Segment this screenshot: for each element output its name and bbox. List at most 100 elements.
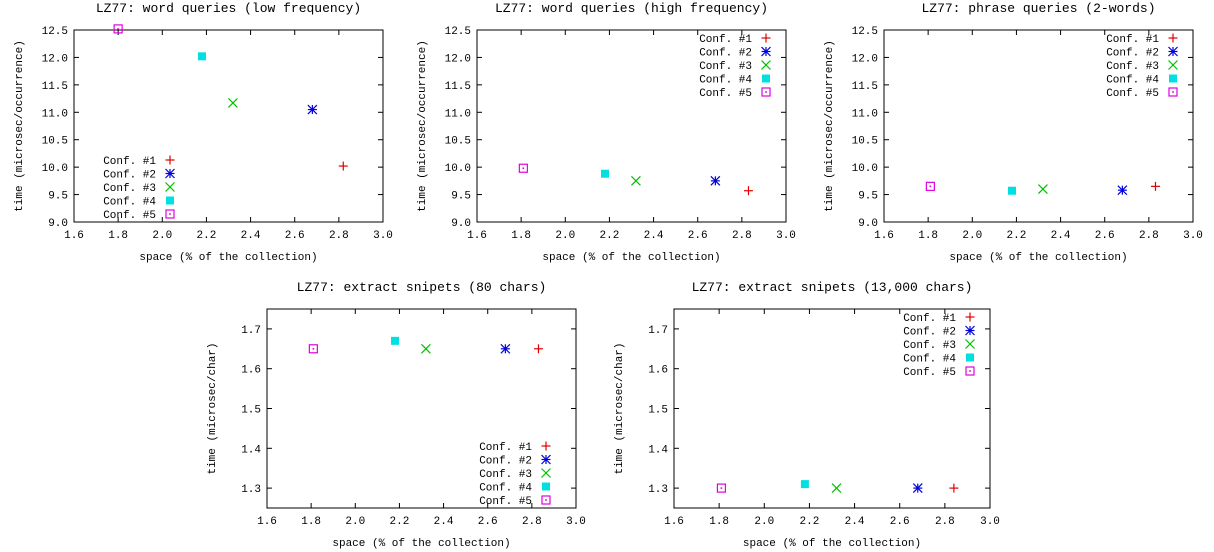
y-tick-label: 11.5 — [42, 81, 68, 93]
y-tick-label: 1.7 — [648, 325, 668, 337]
y-tick-label: 9.0 — [858, 218, 878, 230]
data-points — [716, 480, 959, 494]
x-tick-label: 2.4 — [845, 516, 865, 528]
x-tick-label: 2.0 — [962, 230, 982, 242]
x-tick-label: 2.0 — [345, 516, 365, 528]
y-tick-label: 11.5 — [852, 81, 878, 93]
legend-label: Conf. #3 — [903, 340, 956, 352]
data-point-conf-4 — [1008, 186, 1017, 195]
y-tick-label: 9.5 — [858, 191, 878, 203]
x-tick-label: 3.0 — [373, 230, 393, 242]
legend-label: Conf. #3 — [479, 469, 532, 481]
y-axis-label: time (microsec/occurrence) — [417, 40, 429, 212]
x-axis-label: space (% of the collection) — [332, 538, 510, 550]
y-tick-label: 9.0 — [451, 218, 471, 230]
plot-frame — [673, 308, 991, 509]
chart-svg: LZ77: extract snipets (13,000 chars) 1.6 1… — [614, 280, 1000, 550]
legend-marker-conf-4 — [1169, 74, 1177, 83]
x-axis-label: space (% of the collection) — [743, 538, 921, 550]
y-tick-label: 10.5 — [852, 136, 878, 148]
legend-marker-conf-1 — [965, 312, 975, 322]
data-point-conf-5 — [308, 344, 318, 354]
legend-marker-conf-3 — [165, 182, 175, 192]
y-tick-label: 11.5 — [445, 81, 471, 93]
legend-label: Conf. #3 — [1106, 61, 1159, 73]
x-tick-label: 1.6 — [467, 230, 487, 242]
x-tick-label: 2.4 — [434, 516, 454, 528]
data-point-conf-2 — [912, 483, 923, 494]
legend-marker-conf-5 — [761, 87, 771, 97]
y-tick-label: 10.0 — [42, 163, 68, 175]
y-tick-label: 11.0 — [852, 108, 878, 120]
x-tick-label: 2.4 — [644, 230, 664, 242]
data-point-conf-1 — [338, 161, 348, 171]
y-tick-label: 1.6 — [241, 365, 261, 377]
legend-marker-conf-3 — [761, 60, 771, 70]
chart-title: LZ77: word queries (high frequency) — [495, 1, 768, 16]
legend-marker-conf-3 — [965, 339, 975, 349]
legend-marker-conf-4 — [166, 196, 174, 205]
x-tick-label: 2.6 — [478, 516, 498, 528]
x-tick-label: 1.8 — [918, 230, 938, 242]
data-point-conf-5 — [113, 24, 123, 34]
y-tick-label: 10.0 — [852, 163, 878, 175]
chart-panel-4: LZ77: extract snipets (80 chars) 1.6 1.8 2.… — [207, 280, 586, 550]
x-tick-label: 1.6 — [64, 230, 84, 242]
data-point-conf-3 — [630, 175, 641, 186]
chart-panel-3: LZ77: phrase queries (2-words) 1.6 1.8 2.0 2… — [0, 0, 1214, 272]
legend-label: Conf. #3 — [103, 183, 156, 195]
legend-marker-conf-4 — [762, 74, 770, 83]
legend-label: Conf. #1 — [103, 156, 156, 168]
data-point-conf-4 — [601, 169, 610, 178]
legend-marker-conf-1 — [1168, 33, 1178, 43]
y-axis-label: time (microsec/occurrence) — [14, 40, 26, 212]
legend-marker-conf-2 — [165, 168, 175, 179]
x-tick-label: 2.8 — [329, 230, 349, 242]
legend-label: Conf. #2 — [699, 48, 752, 60]
y-tick-label: 1.4 — [648, 444, 668, 456]
legend-marker-conf-5 — [165, 209, 175, 219]
x-tick-label: 1.8 — [108, 230, 128, 242]
data-point-conf-3 — [420, 343, 431, 354]
data-point-conf-2 — [307, 104, 318, 115]
x-tick-label: 3.0 — [980, 516, 1000, 528]
x-tick-label: 2.2 — [800, 516, 820, 528]
x-tick-label: 1.6 — [664, 516, 684, 528]
legend-label: Conf. #1 — [1106, 34, 1159, 46]
legend-marker-conf-1 — [761, 33, 771, 43]
data-point-conf-3 — [227, 98, 238, 108]
x-axis-label: space (% of the collection) — [949, 252, 1127, 264]
x-tick-label: 2.6 — [890, 516, 910, 528]
data-point-conf-5 — [716, 483, 727, 493]
chart-svg: LZ77: extract snipets (80 chars) 1.6 1.8 2.… — [207, 280, 586, 550]
legend-label: Conf. #5 — [1106, 88, 1159, 100]
x-tick-label: 2.6 — [1095, 230, 1115, 242]
x-tick-label: 2.0 — [555, 230, 575, 242]
x-tick-label: 2.2 — [197, 230, 217, 242]
legend-label: Conf. #5 — [103, 210, 156, 222]
legend-label: Conf. #5 — [479, 496, 532, 508]
x-tick-label: 1.8 — [709, 516, 729, 528]
chart-title: LZ77: extract snipets (13,000 chars) — [692, 280, 973, 295]
y-tick-label: 12.5 — [445, 26, 471, 38]
x-tick-label: 1.8 — [511, 230, 531, 242]
data-point-conf-2 — [1117, 185, 1128, 196]
legend-marker-conf-5 — [541, 495, 551, 505]
chart-panel-1: LZ77: word queries (low frequency) 1.6 1.8… — [0, 0, 405, 272]
legend-marker-conf-3 — [541, 468, 551, 478]
data-points — [308, 336, 543, 354]
x-tick-label: 1.6 — [874, 230, 894, 242]
x-tick-label: 1.8 — [301, 516, 321, 528]
y-tick-label: 11.0 — [42, 108, 68, 120]
legend-marker-conf-3 — [1168, 60, 1178, 70]
chart-panel-5: LZ77: extract snipets (13,000 chars) 1.6 1… — [614, 280, 1000, 550]
x-tick-label: 2.4 — [1051, 230, 1071, 242]
y-tick-label: 1.6 — [648, 365, 668, 377]
y-tick-label: 12.5 — [42, 26, 68, 38]
x-tick-label: 3.0 — [1183, 230, 1203, 242]
data-point-conf-1 — [533, 344, 543, 354]
data-point-conf-2 — [500, 343, 511, 354]
legend-marker-conf-5 — [965, 366, 975, 376]
